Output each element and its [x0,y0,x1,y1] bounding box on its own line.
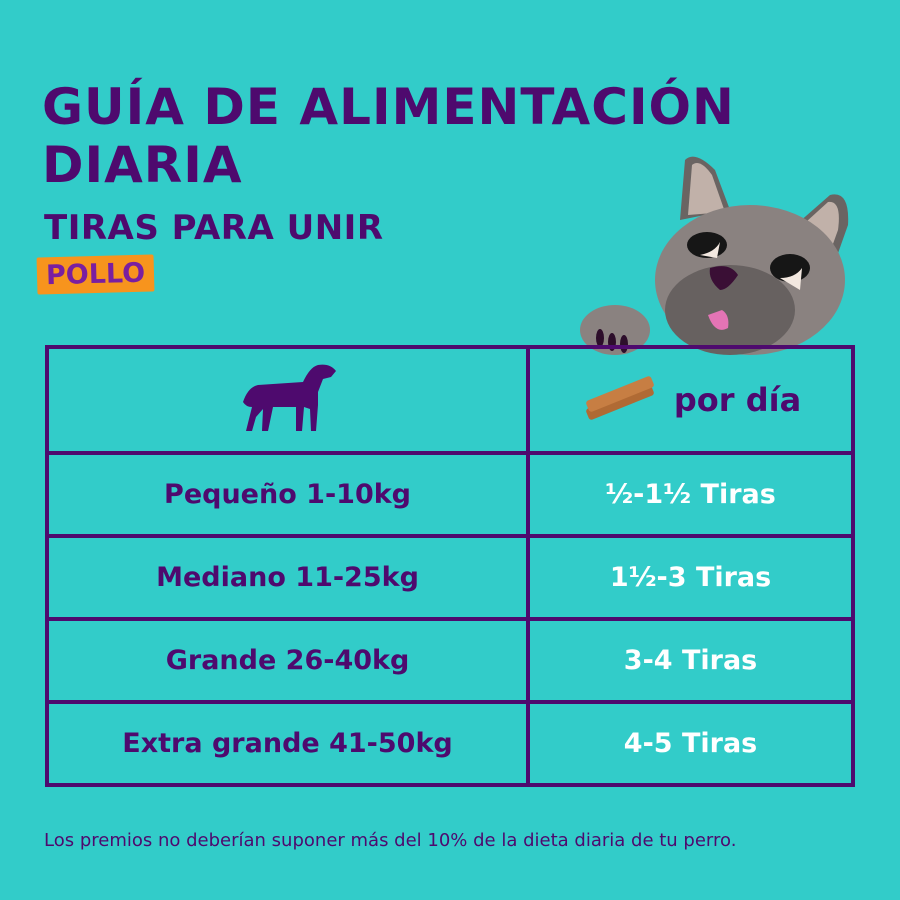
table-row: Mediano 11-25kg 1½-3 Tiras [44,534,855,621]
amount-cell: 3-4 Tiras [526,617,855,704]
table-row: Extra grande 41-50kg 4-5 Tiras [44,700,855,787]
table-row: Grande 26-40kg 3-4 Tiras [44,617,855,704]
amount-cell: ½-1½ Tiras [526,451,855,538]
subtitle: TIRAS PARA UNIR [44,208,384,248]
dose-label: por día [673,381,802,419]
size-cell: Extra grande 41-50kg [44,700,531,787]
size-cell: Grande 26-40kg [44,617,531,704]
dog-silhouette-icon [242,364,336,431]
amount-cell: 1½-3 Tiras [526,534,855,621]
footer-note: Los premios no deberían suponer más del … [44,830,737,851]
size-cell: Pequeño 1-10kg [44,451,531,538]
amount-cell: 4-5 Tiras [526,700,855,787]
size-cell: Mediano 11-25kg [44,534,531,621]
table-row: Pequeño 1-10kg ½-1½ Tiras [44,451,855,538]
french-bulldog-illustration [580,156,849,355]
page-title: GUÍA DE ALIMENTACIÓN DIARIA [42,78,735,194]
table-header-row: por día [44,345,855,455]
feeding-table: por día Pequeño 1-10kg ½-1½ Tiras Mediano… [44,345,855,787]
weight-header [44,345,531,455]
dose-header: por día [526,345,855,455]
treat-strips-icon [586,376,654,420]
flavor-badge: POLLO [36,254,155,295]
